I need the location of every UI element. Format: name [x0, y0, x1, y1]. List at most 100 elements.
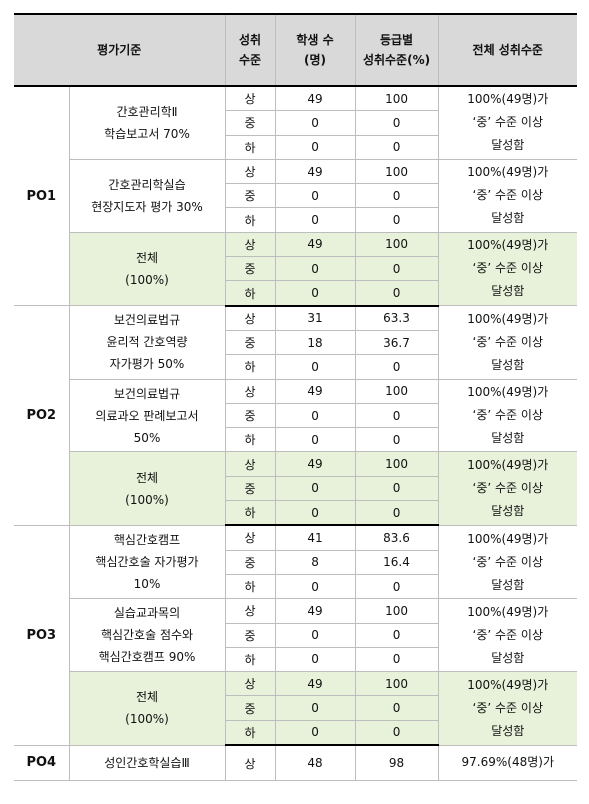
achievement-table: 평가기준 성취 수준 학생 수 (명) 등급별 성취수준(%) 전체 성취수준 …: [14, 13, 578, 782]
rate-cell: 100: [354, 231, 439, 258]
criteria-text: 전체 (100%): [125, 470, 169, 507]
rate-cell: 0: [354, 427, 439, 453]
rate-cell: 0: [354, 110, 439, 136]
rate-cell: 0: [354, 256, 439, 282]
level-cell: 상: [224, 158, 276, 185]
rate-cell: 0: [354, 183, 439, 209]
rate-cell: 0: [354, 573, 439, 600]
criteria-cell: 보건의료법규 의료과오 판례보고서 50%: [68, 378, 226, 453]
count-cell: 49: [274, 378, 356, 404]
po-label: PO3: [14, 524, 70, 746]
count-cell: 8: [274, 549, 356, 575]
result-text: 100%(49명)가 ‘중’ 수준 이상 달성함: [467, 531, 549, 592]
rate-cell: 100: [354, 85, 439, 112]
count-cell: 49: [274, 671, 356, 697]
criteria-cell: 간호관리학실습 현장지도자 평가 30%: [68, 158, 226, 233]
result-text: 100%(49명)가 ‘중’ 수준 이상 달성함: [467, 458, 549, 519]
count-cell: 49: [274, 598, 356, 624]
count-cell: 0: [274, 622, 356, 648]
result-text: 100%(49명)가 ‘중’ 수준 이상 달성함: [467, 604, 549, 665]
header-grade-rate: 등급별 성취수준(%): [354, 13, 439, 87]
result-text: 100%(49명)가 ‘중’ 수준 이상 달성함: [467, 92, 549, 153]
level-cell: 상: [224, 85, 276, 112]
count-cell: 18: [274, 329, 356, 356]
criteria-text: 전체 (100%): [125, 250, 169, 287]
count-cell: 41: [274, 524, 356, 551]
level-cell: 하: [224, 573, 276, 600]
level-cell: 상: [224, 524, 276, 551]
level-cell: 상: [224, 598, 276, 624]
criteria-cell: 핵심간호캠프 핵심간호술 자가평가 10%: [68, 524, 226, 600]
rate-cell: 98: [354, 744, 439, 782]
result-cell: 100%(49명)가 ‘중’ 수준 이상 달성함: [437, 305, 578, 380]
count-cell: 49: [274, 451, 356, 477]
po-label: PO2: [14, 305, 70, 526]
rate-cell: 36.7: [354, 329, 439, 356]
result-text: 100%(49명)가 ‘중’ 수준 이상 달성함: [467, 238, 549, 299]
result-cell: 100%(49명)가 ‘중’ 수준 이상 달성함: [437, 451, 578, 526]
criteria-text: 핵심간호캠프 핵심간호술 자가평가 10%: [95, 533, 199, 592]
result-text: 100%(49명)가 ‘중’ 수준 이상 달성함: [467, 677, 549, 738]
rate-cell: 0: [354, 207, 439, 233]
result-cell: 100%(49명)가 ‘중’ 수준 이상 달성함: [437, 524, 578, 600]
level-cell: 하: [224, 646, 276, 673]
criteria-cell: 보건의료법규 윤리적 간호역량 자가평가 50%: [68, 305, 226, 380]
level-cell: 중: [224, 329, 276, 356]
count-cell: 0: [274, 402, 356, 429]
rate-cell: 0: [354, 695, 439, 721]
criteria-text: 간호관리학Ⅱ 학습보고서 70%: [104, 104, 190, 141]
rate-cell: 100: [354, 378, 439, 404]
result-cell: 100%(49명)가 ‘중’ 수준 이상 달성함: [437, 378, 578, 453]
criteria-text: 보건의료법규 윤리적 간호역량 자가평가 50%: [106, 313, 188, 372]
table-row: 실습교과목의 핵심간호술 점수와 핵심간호캠프 90% 상 49 100 100%(49…: [14, 598, 578, 673]
rate-cell: 0: [354, 354, 439, 380]
po-label: PO1: [14, 85, 70, 307]
count-cell: 0: [274, 646, 356, 673]
level-cell: 상: [224, 744, 276, 782]
result-cell: 100%(49명)가 ‘중’ 수준 이상 달성함: [437, 598, 578, 673]
rate-cell: 0: [354, 500, 439, 527]
criteria-text: 보건의료법규 의료과오 판례보고서 50%: [95, 386, 199, 445]
level-cell: 하: [224, 427, 276, 453]
level-cell: 상: [224, 305, 276, 331]
table-row: 전체 (100%) 상 49 100 100%(49명)가 ‘중’ 수준 이상 달성함: [14, 451, 578, 526]
count-cell: 0: [274, 475, 356, 502]
result-cell: 100%(49명)가 ‘중’ 수준 이상 달성함: [437, 158, 578, 233]
level-cell: 중: [224, 402, 276, 429]
rate-cell: 0: [354, 134, 439, 160]
total-criteria-cell: 전체 (100%): [68, 451, 226, 526]
level-cell: 상: [224, 378, 276, 404]
rate-cell: 100: [354, 598, 439, 624]
rate-cell: 0: [354, 646, 439, 673]
table-row: 보건의료법규 의료과오 판례보고서 50% 상 49 100 100%(49명)가 ‘중…: [14, 378, 578, 453]
level-cell: 상: [224, 451, 276, 477]
po4-row: PO4 성인간호학실습Ⅲ 상 48 98 97.69%(48명)가: [14, 744, 578, 782]
count-cell: 0: [274, 354, 356, 380]
count-cell: 0: [274, 280, 356, 307]
table-row: PO2 보건의료법규 윤리적 간호역량 자가평가 50% 상 31 63.3 100%(4…: [14, 305, 578, 526]
rate-cell: 100: [354, 451, 439, 477]
table-row: 간호관리학실습 현장지도자 평가 30% 상 49 100 100%(49명)가 ‘중’…: [14, 158, 578, 233]
total-criteria-cell: 전체 (100%): [68, 671, 226, 746]
result-text: 100%(49명)가 ‘중’ 수준 이상 달성함: [467, 311, 549, 372]
total-criteria-cell: 전체 (100%): [68, 231, 226, 307]
count-cell: 0: [274, 256, 356, 282]
count-cell: 49: [274, 231, 356, 258]
criteria-text: 실습교과목의 핵심간호술 점수와 핵심간호캠프 90%: [98, 606, 196, 665]
count-cell: 0: [274, 110, 356, 136]
rate-cell: 0: [354, 719, 439, 747]
count-cell: 0: [274, 183, 356, 209]
count-cell: 0: [274, 573, 356, 600]
level-cell: 하: [224, 207, 276, 233]
